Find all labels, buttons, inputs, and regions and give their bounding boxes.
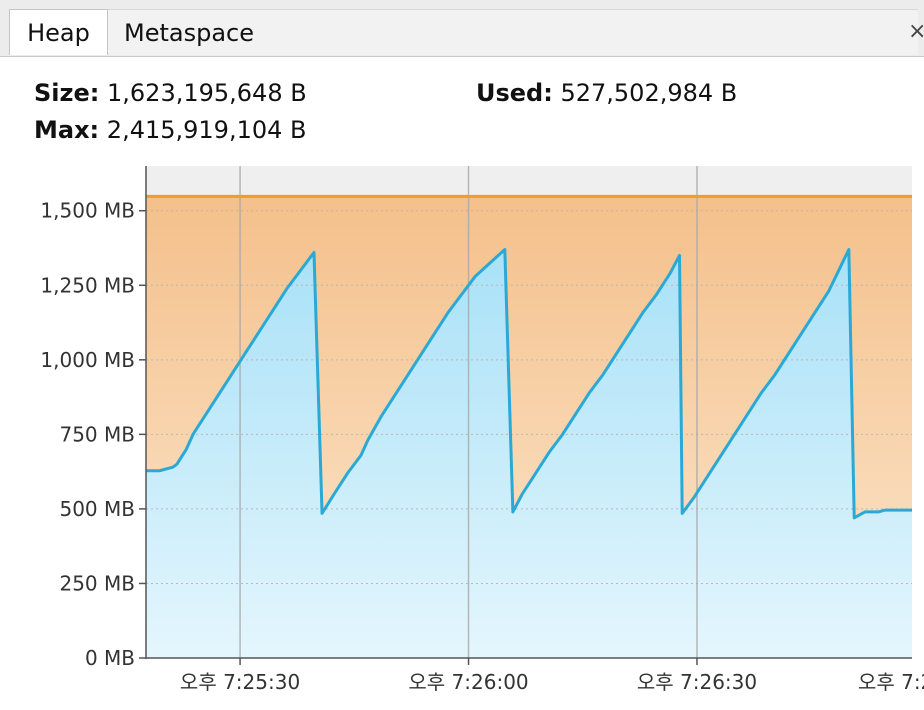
tab-bar: Heap Metaspace × xyxy=(0,0,924,57)
size-label: Size: xyxy=(34,79,100,107)
x-tick-label-0: 오후 7:25:30 xyxy=(180,670,300,694)
x-tick-label-3: 오후 7:2 xyxy=(858,670,924,694)
y-tick-label-3: 750 MB xyxy=(59,422,135,446)
max-stat: Max: 2,415,919,104 B xyxy=(34,116,306,144)
x-tick-label-2: 오후 7:26:30 xyxy=(637,670,757,694)
y-tick-label-6: 1,500 MB xyxy=(40,199,135,223)
close-icon[interactable]: × xyxy=(908,19,924,44)
used-value: 527,502,984 B xyxy=(560,79,738,107)
tab-heap[interactable]: Heap xyxy=(9,9,108,55)
used-line xyxy=(146,247,912,520)
max-label: Max: xyxy=(34,116,100,144)
y-tick-label-2: 500 MB xyxy=(59,497,135,521)
y-tick-label-0: 0 MB xyxy=(85,646,135,670)
size-value: 1,623,195,648 B xyxy=(107,79,307,107)
used-stat: Used: 527,502,984 B xyxy=(476,79,737,107)
size-stat: Size: 1,623,195,648 B xyxy=(34,79,307,107)
y-tick-label-5: 1,250 MB xyxy=(40,273,135,297)
tab-metaspace[interactable]: Metaspace xyxy=(108,9,918,55)
used-area xyxy=(146,249,912,658)
y-tick-label-4: 1,000 MB xyxy=(40,348,135,372)
y-tick-label-1: 250 MB xyxy=(59,571,135,595)
x-tick-label-1: 오후 7:26:00 xyxy=(408,670,528,694)
used-label: Used: xyxy=(476,79,553,107)
max-value: 2,415,919,104 B xyxy=(106,116,307,144)
